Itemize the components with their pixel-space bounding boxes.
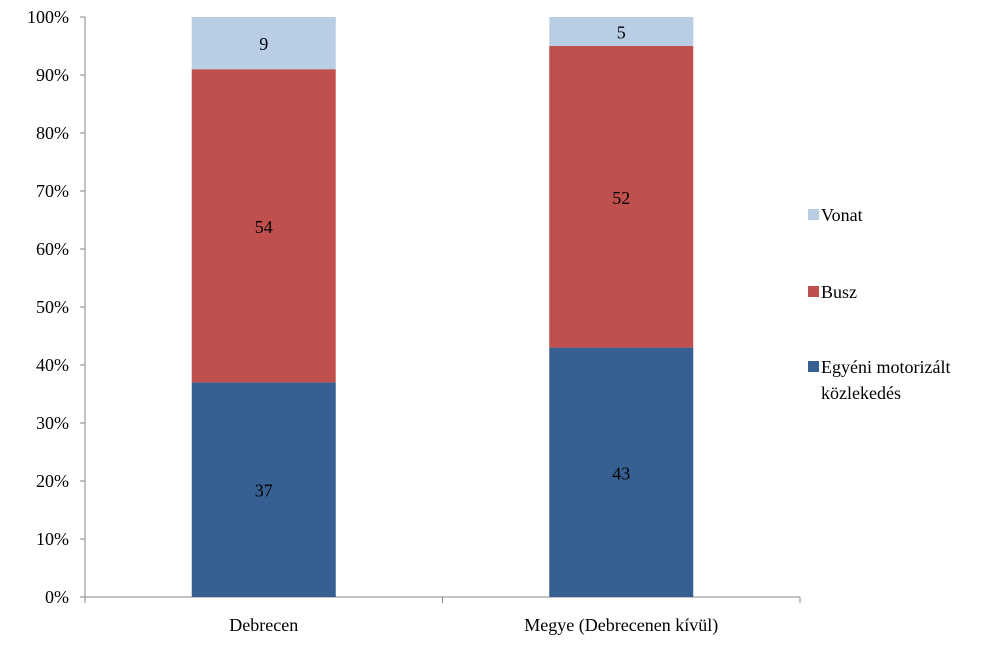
- data-labels: 37 54 9 43 52 5: [255, 23, 631, 501]
- data-label: 37: [255, 481, 273, 501]
- bar-segment: [191, 17, 336, 70]
- x-category-label: Debrecen: [229, 615, 298, 635]
- bar-segment: [549, 17, 694, 46]
- y-tick-label: 90%: [36, 65, 69, 85]
- data-label: 43: [612, 463, 630, 483]
- bar-segment: [191, 382, 336, 597]
- x-category-label: Megye (Debrecenen kívül): [524, 615, 718, 636]
- legend-swatch: [808, 286, 819, 297]
- legend-label: Vonat: [821, 205, 863, 225]
- y-tick-label: 10%: [36, 529, 69, 549]
- y-tick-label: 0%: [45, 587, 69, 607]
- y-tick-label: 70%: [36, 181, 69, 201]
- data-label: 54: [255, 217, 273, 237]
- y-tick-label: 80%: [36, 123, 69, 143]
- bars: [191, 17, 694, 597]
- legend-label: Egyéni motorizált közlekedés: [821, 357, 950, 403]
- x-axis: Debrecen Megye (Debrecenen kívül): [84, 596, 801, 636]
- legend-swatch: [808, 209, 819, 220]
- y-tick-label: 50%: [36, 297, 69, 317]
- y-tick-label: 100%: [27, 7, 69, 27]
- y-axis: 0% 10% 20% 30% 40% 50% 60% 70% 80% 90% 100%: [27, 7, 86, 607]
- y-tick-label: 30%: [36, 413, 69, 433]
- data-label: 5: [617, 23, 626, 43]
- bar-segment: [191, 69, 336, 383]
- bar-segment: [549, 46, 694, 348]
- legend: Vonat Busz Egyéni motorizált közlekedés: [808, 205, 950, 403]
- y-tick-label: 20%: [36, 471, 69, 491]
- data-label: 9: [259, 34, 268, 54]
- bar-segment: [549, 347, 694, 597]
- legend-label: Busz: [821, 282, 857, 302]
- data-label: 52: [612, 188, 630, 208]
- y-tick-label: 40%: [36, 355, 69, 375]
- legend-swatch: [808, 361, 819, 372]
- y-tick-label: 60%: [36, 239, 69, 259]
